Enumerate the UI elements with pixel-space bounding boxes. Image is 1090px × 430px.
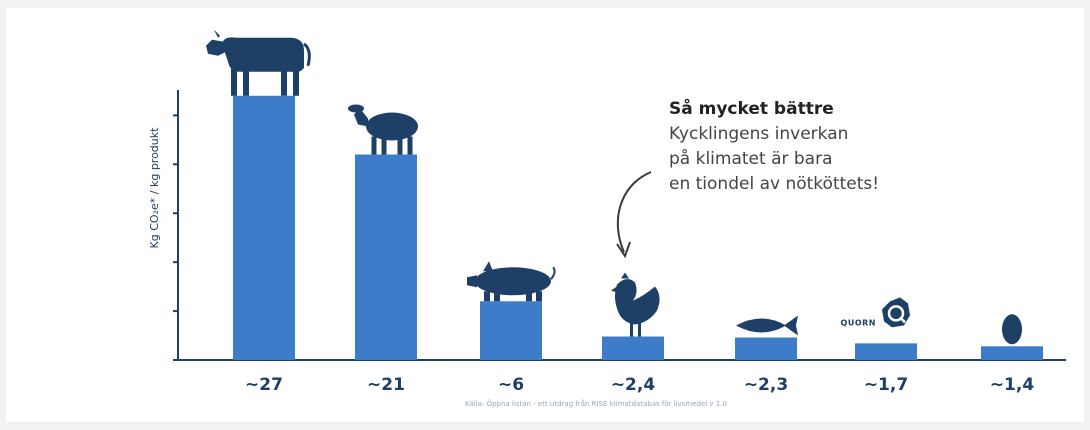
bar-chart: QUORN ~27 ~21 ~6 ~2,4 ~2,3 ~1,7 ~1,4 Kg CO₂e* …	[148, 29, 1066, 408]
cow-icon	[206, 29, 311, 96]
sheep-icon	[348, 104, 418, 155]
annotation-arrow	[616, 171, 652, 253]
annotation-title: Så mycket bättre	[669, 97, 834, 119]
chicken-icon	[611, 272, 660, 337]
bar	[735, 337, 797, 360]
quorn-icon: QUORN	[841, 297, 910, 328]
bar	[233, 95, 295, 361]
bar	[602, 336, 664, 360]
egg-icon	[1002, 314, 1022, 345]
annotation: Så mycket bättre Kycklingens inverkan på…	[616, 97, 879, 259]
pig-icon	[467, 261, 556, 302]
x-tick-label: ~1,7	[864, 375, 908, 395]
bar	[480, 301, 542, 360]
bar	[355, 154, 417, 360]
x-tick-label: ~6	[498, 375, 524, 395]
bar	[981, 346, 1043, 360]
source-note: Källa: Öppna listan - ett utdrag från RI…	[465, 399, 727, 408]
bar	[855, 343, 917, 360]
annotation-line: en tiondel av nötköttets!	[669, 174, 879, 194]
x-tick-label: ~2,3	[744, 375, 788, 395]
x-tick-label: ~21	[367, 375, 405, 395]
y-axis-label: Kg CO₂e* / kg produkt	[148, 127, 161, 249]
x-tick-label: ~1,4	[990, 375, 1035, 395]
chart-panel: QUORN ~27 ~21 ~6 ~2,4 ~2,3 ~1,7 ~1,4 Kg CO₂e* …	[6, 8, 1084, 422]
annotation-line: på klimatet är bara	[669, 148, 833, 169]
annotation-arrowhead	[616, 241, 631, 259]
annotation-line: Kycklingens inverkan	[669, 124, 848, 144]
x-tick-label: ~2,4	[611, 375, 656, 395]
fish-icon	[736, 315, 798, 336]
svg-text:QUORN: QUORN	[841, 318, 876, 327]
x-tick-label: ~27	[245, 375, 283, 395]
